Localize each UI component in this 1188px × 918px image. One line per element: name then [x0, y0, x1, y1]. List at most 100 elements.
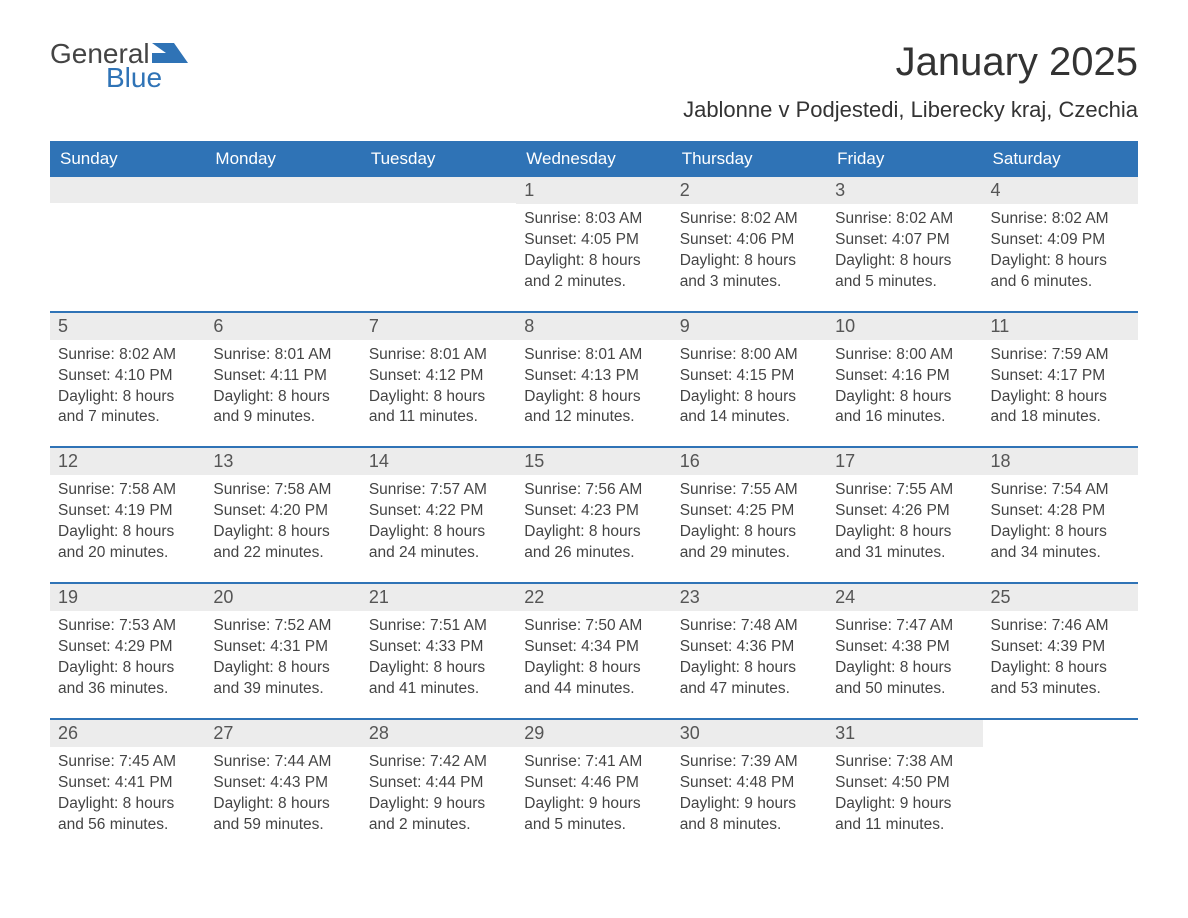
day-details: Sunrise: 8:02 AMSunset: 4:06 PMDaylight:… [672, 204, 827, 301]
sunrise-text: Sunrise: 8:01 AM [213, 345, 352, 366]
day-details: Sunrise: 7:42 AMSunset: 4:44 PMDaylight:… [361, 747, 516, 844]
day-number: 31 [827, 720, 982, 747]
day-details: Sunrise: 7:39 AMSunset: 4:48 PMDaylight:… [672, 747, 827, 844]
day-details: Sunrise: 7:50 AMSunset: 4:34 PMDaylight:… [516, 611, 671, 708]
day-number: 14 [361, 448, 516, 475]
sunrise-text: Sunrise: 7:45 AM [58, 752, 197, 773]
calendar-day: 1Sunrise: 8:03 AMSunset: 4:05 PMDaylight… [516, 177, 671, 301]
sunset-text: Sunset: 4:46 PM [524, 773, 663, 794]
sunset-text: Sunset: 4:09 PM [991, 230, 1130, 251]
calendar-day: 28Sunrise: 7:42 AMSunset: 4:44 PMDayligh… [361, 720, 516, 844]
calendar-day [50, 177, 205, 301]
day-number: 5 [50, 313, 205, 340]
sunrise-text: Sunrise: 8:02 AM [835, 209, 974, 230]
sunrise-text: Sunrise: 7:51 AM [369, 616, 508, 637]
day-details: Sunrise: 7:58 AMSunset: 4:20 PMDaylight:… [205, 475, 360, 572]
calendar-day: 3Sunrise: 8:02 AMSunset: 4:07 PMDaylight… [827, 177, 982, 301]
day-details: Sunrise: 7:45 AMSunset: 4:41 PMDaylight:… [50, 747, 205, 844]
sunset-text: Sunset: 4:50 PM [835, 773, 974, 794]
day-number: 24 [827, 584, 982, 611]
sunrise-text: Sunrise: 7:48 AM [680, 616, 819, 637]
day-details: Sunrise: 7:57 AMSunset: 4:22 PMDaylight:… [361, 475, 516, 572]
day-details: Sunrise: 7:38 AMSunset: 4:50 PMDaylight:… [827, 747, 982, 844]
day-details: Sunrise: 7:55 AMSunset: 4:26 PMDaylight:… [827, 475, 982, 572]
daylight-text: Daylight: 8 hours and 20 minutes. [58, 522, 197, 564]
calendar-day: 30Sunrise: 7:39 AMSunset: 4:48 PMDayligh… [672, 720, 827, 844]
calendar-day: 5Sunrise: 8:02 AMSunset: 4:10 PMDaylight… [50, 313, 205, 437]
sunset-text: Sunset: 4:36 PM [680, 637, 819, 658]
calendar-day: 20Sunrise: 7:52 AMSunset: 4:31 PMDayligh… [205, 584, 360, 708]
daylight-text: Daylight: 8 hours and 6 minutes. [991, 251, 1130, 293]
sunrise-text: Sunrise: 8:00 AM [680, 345, 819, 366]
calendar: SundayMondayTuesdayWednesdayThursdayFrid… [50, 141, 1138, 843]
sunrise-text: Sunrise: 8:02 AM [991, 209, 1130, 230]
daylight-text: Daylight: 9 hours and 5 minutes. [524, 794, 663, 836]
day-of-week-cell: Sunday [50, 141, 205, 177]
calendar-day: 9Sunrise: 8:00 AMSunset: 4:15 PMDaylight… [672, 313, 827, 437]
calendar-day: 26Sunrise: 7:45 AMSunset: 4:41 PMDayligh… [50, 720, 205, 844]
day-number: 21 [361, 584, 516, 611]
calendar-day [361, 177, 516, 301]
day-of-week-header: SundayMondayTuesdayWednesdayThursdayFrid… [50, 141, 1138, 177]
calendar-day: 21Sunrise: 7:51 AMSunset: 4:33 PMDayligh… [361, 584, 516, 708]
daylight-text: Daylight: 8 hours and 59 minutes. [213, 794, 352, 836]
daylight-text: Daylight: 8 hours and 26 minutes. [524, 522, 663, 564]
sunrise-text: Sunrise: 7:55 AM [835, 480, 974, 501]
daylight-text: Daylight: 9 hours and 2 minutes. [369, 794, 508, 836]
sunset-text: Sunset: 4:34 PM [524, 637, 663, 658]
day-number [205, 177, 360, 203]
calendar-week: 26Sunrise: 7:45 AMSunset: 4:41 PMDayligh… [50, 718, 1138, 844]
sunset-text: Sunset: 4:12 PM [369, 366, 508, 387]
daylight-text: Daylight: 8 hours and 14 minutes. [680, 387, 819, 429]
day-number [361, 177, 516, 203]
daylight-text: Daylight: 8 hours and 24 minutes. [369, 522, 508, 564]
sunset-text: Sunset: 4:39 PM [991, 637, 1130, 658]
calendar-day: 17Sunrise: 7:55 AMSunset: 4:26 PMDayligh… [827, 448, 982, 572]
calendar-day: 15Sunrise: 7:56 AMSunset: 4:23 PMDayligh… [516, 448, 671, 572]
day-number: 16 [672, 448, 827, 475]
daylight-text: Daylight: 8 hours and 29 minutes. [680, 522, 819, 564]
day-number: 9 [672, 313, 827, 340]
sunrise-text: Sunrise: 7:56 AM [524, 480, 663, 501]
day-number: 7 [361, 313, 516, 340]
day-number: 28 [361, 720, 516, 747]
day-number: 13 [205, 448, 360, 475]
daylight-text: Daylight: 8 hours and 56 minutes. [58, 794, 197, 836]
day-number: 19 [50, 584, 205, 611]
day-details: Sunrise: 7:58 AMSunset: 4:19 PMDaylight:… [50, 475, 205, 572]
sunset-text: Sunset: 4:44 PM [369, 773, 508, 794]
daylight-text: Daylight: 8 hours and 53 minutes. [991, 658, 1130, 700]
sunset-text: Sunset: 4:38 PM [835, 637, 974, 658]
day-number: 20 [205, 584, 360, 611]
day-number: 29 [516, 720, 671, 747]
logo-text-blue: Blue [50, 64, 188, 92]
day-number: 8 [516, 313, 671, 340]
sunset-text: Sunset: 4:29 PM [58, 637, 197, 658]
day-number: 10 [827, 313, 982, 340]
day-number: 26 [50, 720, 205, 747]
daylight-text: Daylight: 8 hours and 3 minutes. [680, 251, 819, 293]
daylight-text: Daylight: 8 hours and 50 minutes. [835, 658, 974, 700]
day-details: Sunrise: 8:01 AMSunset: 4:12 PMDaylight:… [361, 340, 516, 437]
day-of-week-cell: Monday [205, 141, 360, 177]
location-text: Jablonne v Podjestedi, Liberecky kraj, C… [683, 97, 1138, 123]
sunset-text: Sunset: 4:23 PM [524, 501, 663, 522]
calendar-day: 6Sunrise: 8:01 AMSunset: 4:11 PMDaylight… [205, 313, 360, 437]
calendar-week: 12Sunrise: 7:58 AMSunset: 4:19 PMDayligh… [50, 446, 1138, 572]
day-details: Sunrise: 7:47 AMSunset: 4:38 PMDaylight:… [827, 611, 982, 708]
sunset-text: Sunset: 4:31 PM [213, 637, 352, 658]
day-details: Sunrise: 8:02 AMSunset: 4:09 PMDaylight:… [983, 204, 1138, 301]
daylight-text: Daylight: 8 hours and 41 minutes. [369, 658, 508, 700]
sunrise-text: Sunrise: 8:02 AM [680, 209, 819, 230]
sunrise-text: Sunrise: 7:54 AM [991, 480, 1130, 501]
sunrise-text: Sunrise: 8:00 AM [835, 345, 974, 366]
day-details: Sunrise: 7:52 AMSunset: 4:31 PMDaylight:… [205, 611, 360, 708]
daylight-text: Daylight: 8 hours and 18 minutes. [991, 387, 1130, 429]
day-number: 1 [516, 177, 671, 204]
daylight-text: Daylight: 8 hours and 16 minutes. [835, 387, 974, 429]
day-details: Sunrise: 7:53 AMSunset: 4:29 PMDaylight:… [50, 611, 205, 708]
calendar-day: 10Sunrise: 8:00 AMSunset: 4:16 PMDayligh… [827, 313, 982, 437]
daylight-text: Daylight: 8 hours and 12 minutes. [524, 387, 663, 429]
day-details: Sunrise: 8:02 AMSunset: 4:10 PMDaylight:… [50, 340, 205, 437]
calendar-day: 27Sunrise: 7:44 AMSunset: 4:43 PMDayligh… [205, 720, 360, 844]
